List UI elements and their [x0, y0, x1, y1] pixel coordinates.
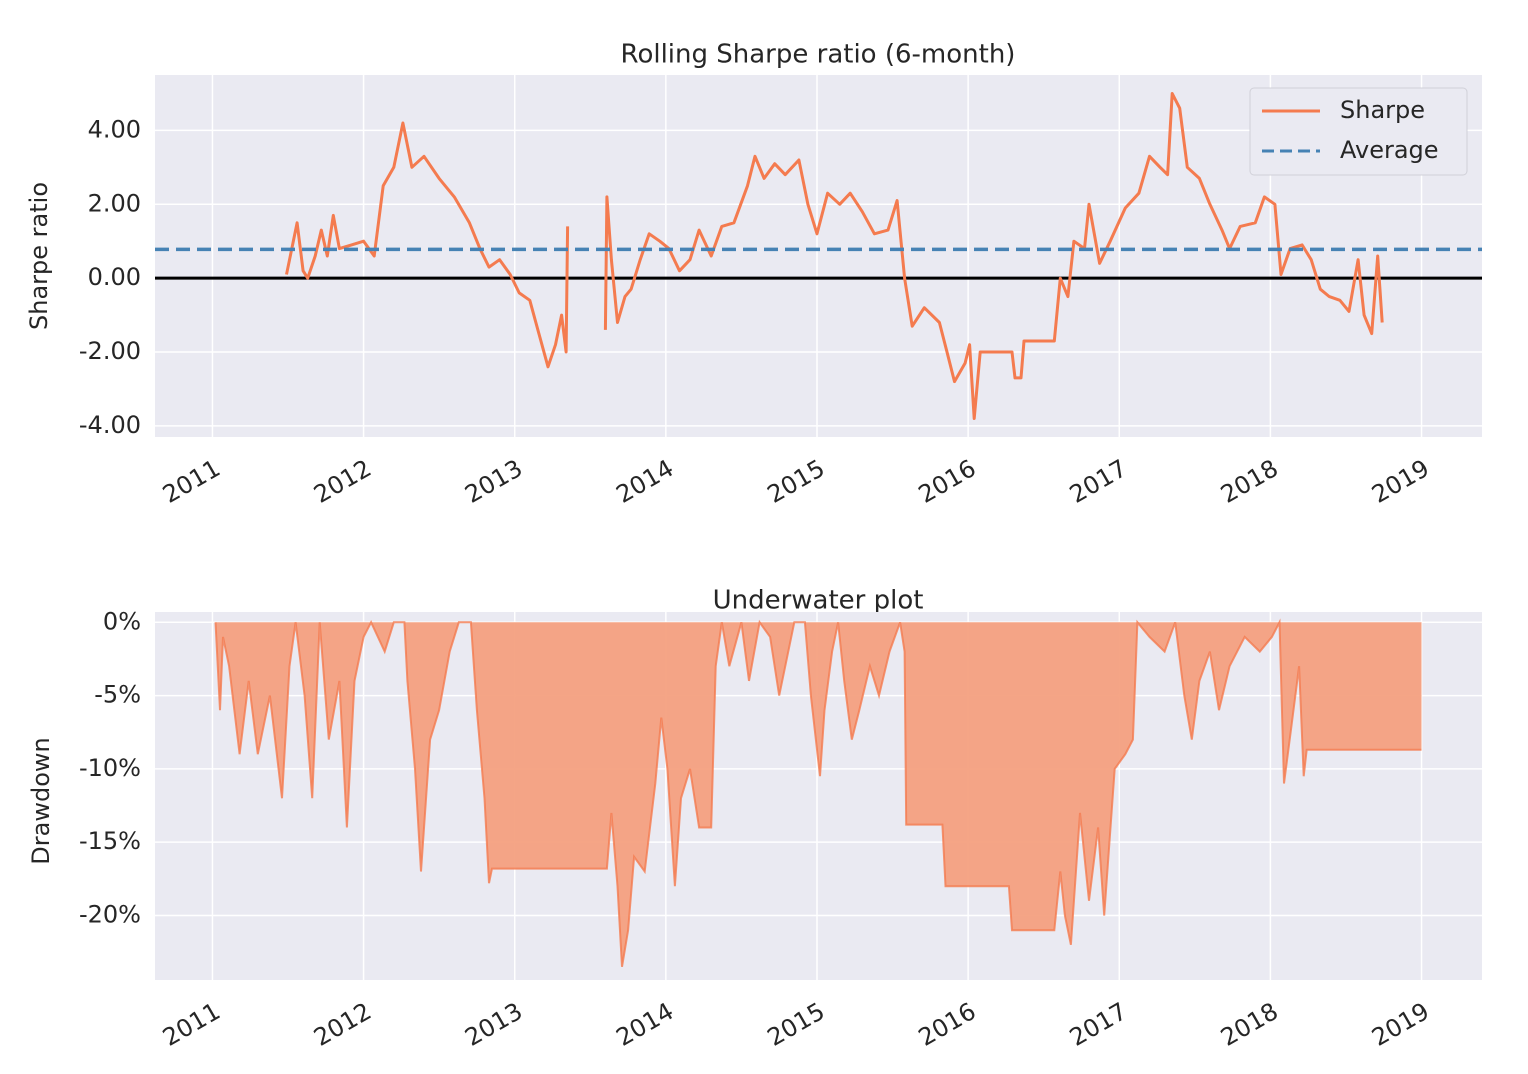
y-tick-label: 0%: [103, 607, 141, 635]
x-tick-label: 2018: [1216, 997, 1283, 1052]
x-tick-label: 2019: [1367, 997, 1434, 1052]
legend: Sharpe Average: [1249, 87, 1468, 176]
x-tick-label: 2014: [611, 997, 678, 1052]
drawdown-line: [214, 618, 1422, 967]
y-tick-label: -15%: [79, 827, 141, 855]
y-tick-label: -10%: [79, 754, 141, 782]
y-tick-label: 2.00: [88, 189, 141, 217]
chart-title: Underwater plot: [713, 586, 924, 616]
legend-label: Average: [1340, 136, 1439, 164]
x-tick-label: 2018: [1216, 454, 1283, 509]
x-tick-label: 2017: [1065, 454, 1132, 509]
y-tick-label: 0.00: [88, 263, 141, 291]
y-axis-label: Sharpe ratio: [25, 182, 53, 330]
x-tick-label: 2014: [611, 454, 678, 509]
chart-title: Rolling Sharpe ratio (6-month): [621, 40, 1016, 70]
x-tick-label: 2013: [460, 454, 527, 509]
x-tick-label: 2012: [309, 454, 376, 509]
x-tick-label: 2015: [763, 454, 830, 509]
sharpe-line: [285, 92, 1384, 420]
y-tick-label: 4.00: [88, 115, 141, 143]
x-tick-label: 2011: [158, 997, 225, 1052]
x-tick-label: 2011: [158, 454, 225, 509]
y-tick-label: -2.00: [79, 337, 141, 365]
x-tick-label: 2013: [460, 997, 527, 1052]
y-tick-label: -4.00: [79, 411, 141, 439]
drawdown-area: [215, 622, 1422, 967]
x-tick-label: 2017: [1065, 997, 1132, 1052]
x-tick-label: 2012: [309, 997, 376, 1052]
x-tick-label: 2015: [763, 997, 830, 1052]
x-tick-label: 2016: [914, 454, 981, 509]
y-tick-label: -5%: [94, 681, 141, 709]
x-tick-label: 2019: [1367, 454, 1434, 509]
y-axis-label: Drawdown: [27, 737, 55, 864]
legend-label: Sharpe: [1340, 96, 1425, 124]
x-tick-label: 2016: [914, 997, 981, 1052]
y-tick-label: -20%: [79, 900, 141, 928]
